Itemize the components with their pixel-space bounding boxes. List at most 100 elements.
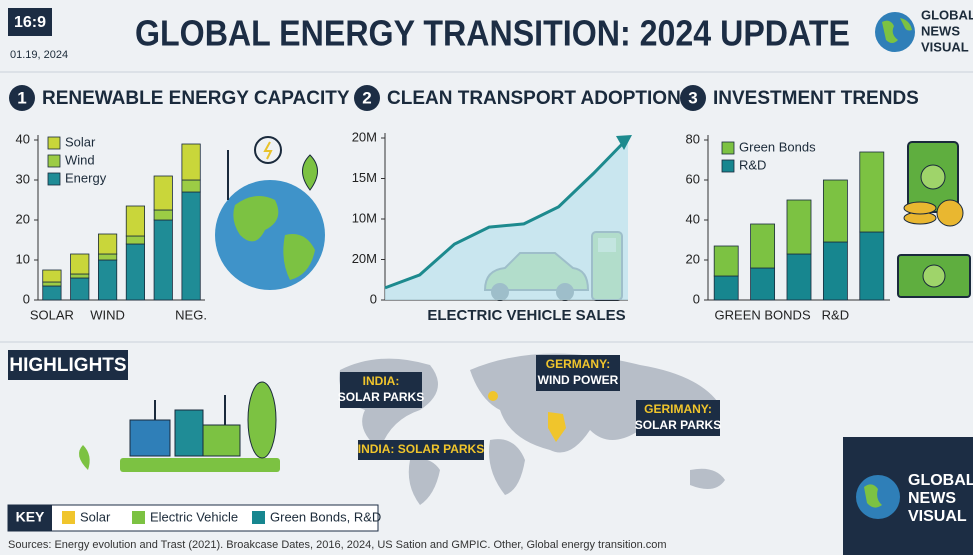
bar-segment — [125, 235, 146, 245]
bar-segment — [859, 151, 885, 233]
legend-swatch — [721, 159, 735, 173]
india — [548, 412, 566, 442]
legend-label: Solar — [65, 134, 96, 149]
callout-box — [636, 400, 720, 436]
bar-segment — [713, 245, 739, 277]
section-number-circle — [680, 85, 706, 111]
key-item: Electric Vehicle — [150, 509, 238, 524]
bar-segment — [97, 253, 118, 261]
bar-segment — [181, 179, 201, 193]
y-tick-label: 20M — [352, 251, 377, 266]
section-title: CLEAN TRANSPORT ADOPTION — [387, 88, 681, 109]
key-title-box — [8, 505, 52, 531]
section-title: RENEWABLE ENERGY CAPACITY — [42, 88, 350, 109]
y-tick-label: 0 — [370, 291, 377, 306]
callout-box — [536, 355, 620, 391]
city-illustration — [79, 381, 280, 472]
building — [174, 409, 204, 457]
globe — [215, 180, 325, 290]
logo-land — [882, 18, 912, 43]
y-tick-label: 20M — [352, 129, 377, 144]
footer-logo-text: NEWS — [908, 490, 956, 507]
bar-segment — [42, 281, 62, 287]
legend-swatch — [721, 141, 735, 155]
leaf — [302, 154, 318, 191]
legend-swatch — [47, 154, 61, 168]
key-swatch — [132, 511, 145, 524]
bar-segment — [713, 275, 739, 301]
area — [385, 138, 628, 300]
legend-swatch — [47, 172, 61, 186]
bar-segment — [70, 273, 90, 279]
y-tick-label: 0 — [693, 291, 700, 306]
callout-text: INDIA: SOLAR PARKS — [358, 442, 484, 456]
y-tick-label: 20 — [16, 211, 30, 226]
x-tick-label: WIND — [90, 307, 125, 322]
section-number: 3 — [688, 88, 697, 107]
legend-label: Wind — [65, 152, 95, 167]
legend-label: R&D — [739, 157, 766, 172]
bar-segment — [786, 253, 812, 301]
callout-text: WIND POWER — [538, 373, 619, 387]
key-title: KEY — [16, 509, 45, 525]
callout-text: SOLAR PARKS — [338, 390, 424, 404]
coin — [936, 199, 964, 227]
tree — [247, 381, 277, 459]
line — [384, 136, 630, 290]
sprout — [79, 445, 90, 470]
highlights-title: HIGHLIGHTS — [9, 355, 126, 376]
bolt — [263, 141, 273, 160]
y-tick-label: 20 — [686, 251, 700, 266]
logo-globe — [875, 12, 915, 52]
arrowhead — [616, 135, 632, 150]
x-tick-label: SOLAR — [30, 307, 74, 322]
bar-segment — [750, 223, 776, 269]
highlights-box — [8, 350, 128, 380]
bar-segment — [70, 253, 90, 275]
logo-text: NEWS — [921, 23, 960, 38]
bar-segment — [822, 179, 848, 243]
y-tick-label: 0 — [23, 291, 30, 306]
section-number-circle — [9, 85, 35, 111]
callout-text: GERIMANY: — [644, 402, 712, 416]
legend-label: Green Bonds — [739, 139, 816, 154]
callouts: INDIA: SOLAR PARKS GERMANY: WIND POWER GERIM… — [338, 355, 721, 460]
y-tick-label: 40 — [16, 131, 30, 146]
y-tick-label: 15M — [352, 170, 377, 185]
cash-dollar — [920, 164, 946, 190]
section-number: 2 — [362, 88, 371, 107]
coins — [903, 201, 937, 215]
key-swatch — [252, 511, 265, 524]
x-tick-label: GREEN BONDS — [715, 307, 811, 322]
continent — [690, 468, 725, 489]
logo-text: GLOBAL — [921, 7, 973, 22]
bar-segment — [859, 231, 885, 301]
bar-segment — [70, 277, 90, 301]
callout-box — [358, 440, 484, 460]
germany-marker — [488, 391, 498, 401]
logo-text: VISUAL — [921, 39, 969, 54]
key-swatch — [62, 511, 75, 524]
callout-box — [340, 372, 422, 408]
bar-segment — [125, 205, 146, 237]
badge: 16:9 — [14, 14, 46, 31]
footer-logo-text: GLOBAL — [908, 472, 973, 489]
x-axis-label: ELECTRIC VEHICLE SALES — [427, 307, 625, 324]
section-number-circle — [354, 85, 380, 111]
y-tick-label: 30 — [16, 171, 30, 186]
callout-text: GERMANY: — [546, 357, 610, 371]
y-tick-label: 80 — [686, 131, 700, 146]
badge-box — [8, 8, 52, 36]
bar-segment — [181, 143, 201, 181]
globe-land — [233, 196, 315, 280]
title: GLOBAL ENERGY TRANSITION: 2024 UPDATE — [135, 13, 850, 54]
date: 01.19, 2024 — [10, 49, 68, 61]
bar-segment — [97, 259, 118, 301]
bar-segment — [822, 241, 848, 301]
bar-segment — [786, 199, 812, 255]
y-tick-label: 40 — [686, 211, 700, 226]
y-tick-label: 10 — [16, 251, 30, 266]
bar-segment — [153, 219, 173, 301]
y-tick-label: 60 — [686, 171, 700, 186]
